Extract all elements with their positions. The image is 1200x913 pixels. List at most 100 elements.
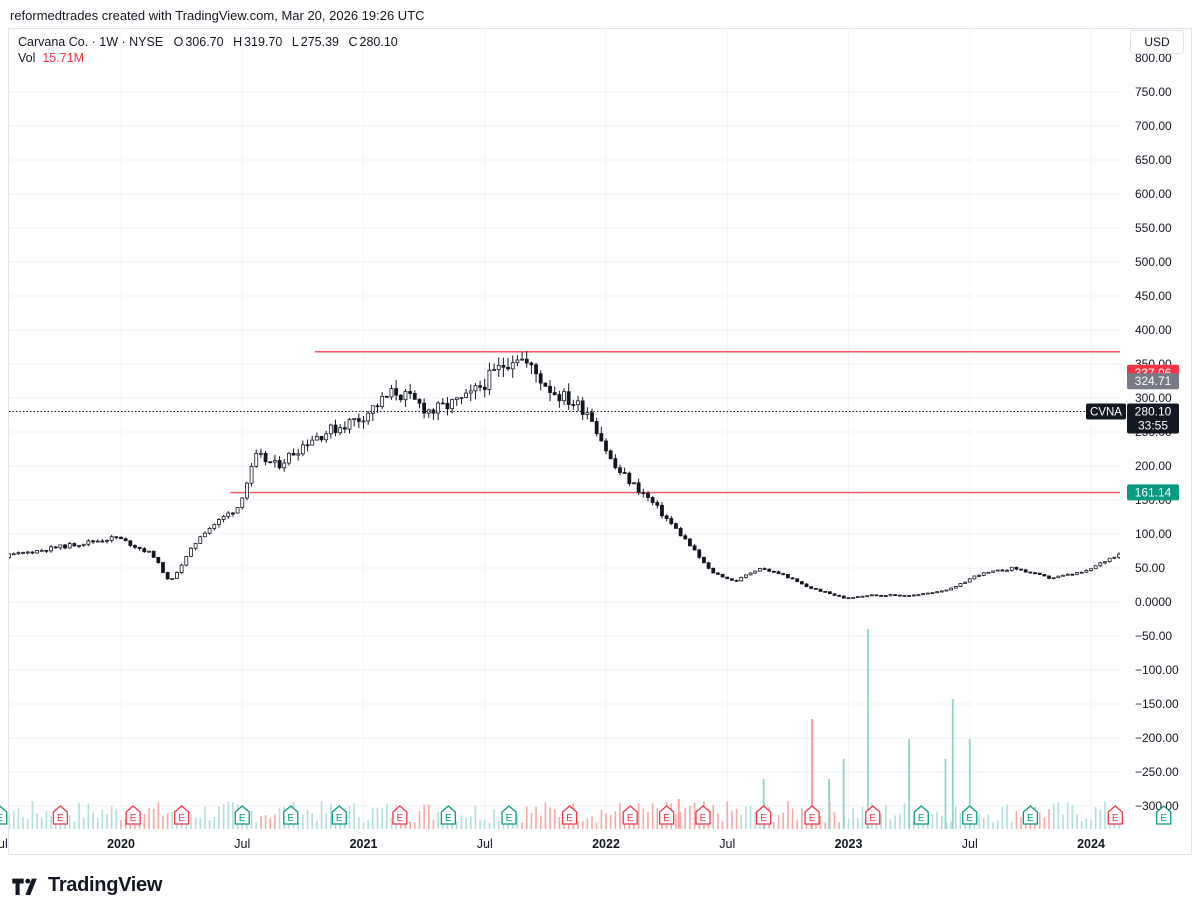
candle-down — [161, 562, 165, 573]
volume-bar — [143, 813, 146, 829]
candle-up — [520, 358, 524, 361]
candle-up — [473, 385, 478, 392]
candle-down — [1000, 569, 1005, 572]
volume-bar — [544, 802, 547, 829]
volume-bar — [455, 821, 458, 829]
candle-up — [1178, 526, 1181, 529]
volume-spike — [762, 779, 765, 829]
volume-bar — [1197, 814, 1199, 829]
candle-up — [944, 589, 949, 592]
earnings-marker — [501, 805, 517, 825]
candle-up — [468, 390, 473, 394]
volume-bar — [782, 812, 785, 829]
volume-bar — [693, 802, 696, 829]
volume-bar — [521, 822, 523, 829]
candle-down — [524, 358, 529, 364]
volume-bar — [987, 814, 990, 829]
candle-up — [212, 524, 217, 529]
candle-up — [300, 444, 305, 455]
volume-bar — [269, 818, 272, 829]
volume-bar — [530, 813, 533, 829]
volume-bar — [647, 812, 649, 829]
legend-high: 319.70 — [244, 35, 283, 49]
volume-bar — [232, 802, 234, 829]
candle-down — [342, 427, 347, 430]
volume-bar — [903, 803, 906, 829]
y-tick-label: 550.00 — [1135, 221, 1172, 235]
legend-symbol[interactable]: Carvana Co. · 1W · NYSE — [18, 35, 164, 49]
earnings-marker — [695, 805, 711, 825]
volume-bar — [549, 807, 551, 829]
volume-bar — [1038, 812, 1041, 829]
candle-up — [175, 572, 179, 579]
candle-down — [53, 546, 58, 549]
volume-bar — [353, 803, 355, 829]
volume-bar — [465, 817, 467, 829]
volume-bar — [208, 820, 211, 829]
candle-up — [454, 397, 459, 400]
candle-up — [585, 412, 590, 415]
volume-bar — [474, 805, 477, 829]
volume-bar — [171, 812, 174, 829]
candle-up — [1079, 571, 1084, 574]
candle-up — [1051, 577, 1056, 580]
candle-down — [688, 538, 692, 547]
volume-bar — [642, 808, 645, 829]
candle-up — [459, 397, 464, 399]
symbol-tag-text: CVNA — [1090, 407, 1122, 419]
volume-bar — [801, 808, 803, 829]
candle-up — [310, 439, 315, 446]
earnings-marker — [755, 805, 772, 825]
candle-up — [109, 536, 114, 541]
y-tick-label: 650.00 — [1135, 153, 1172, 167]
volume-bar — [726, 801, 729, 829]
volume-spike — [908, 739, 911, 829]
candle-down — [417, 398, 422, 404]
earnings-marker-label: E — [397, 813, 404, 824]
earnings-marker-label: E — [1112, 813, 1119, 824]
volume-bar — [1071, 805, 1074, 829]
currency-button[interactable]: USD — [1130, 30, 1184, 54]
candle-up — [282, 462, 287, 469]
candle-up — [464, 392, 468, 398]
candle-up — [888, 594, 893, 597]
volume-bar — [1128, 803, 1130, 829]
volume-bar — [36, 813, 38, 829]
volume-bar — [348, 805, 351, 829]
candle-up — [1107, 557, 1112, 563]
tradingview-brand[interactable]: TradingView — [12, 874, 162, 897]
candle-up — [198, 536, 203, 544]
volume-bar — [982, 818, 985, 829]
volume-spike — [828, 779, 830, 829]
earnings-marker — [1022, 805, 1039, 825]
candle-series — [9, 351, 1181, 600]
candle-up — [49, 546, 53, 552]
candle-down — [636, 482, 641, 493]
candle-up — [907, 595, 912, 597]
volume-bar — [684, 807, 687, 829]
candle-up — [436, 402, 441, 414]
earnings-marker — [392, 805, 408, 825]
earnings-marker — [962, 805, 978, 825]
x-tick-label: Jul — [0, 837, 8, 851]
volume-bar — [717, 813, 719, 829]
volume-bar — [138, 821, 141, 829]
volume-bar — [651, 803, 654, 829]
price-label-text: 161.14 — [1135, 485, 1172, 499]
volume-bar — [1066, 802, 1069, 829]
volume-bar — [996, 820, 999, 829]
volume-bar — [194, 817, 197, 829]
x-tick-label: 2020 — [107, 837, 135, 851]
candle-down — [734, 579, 739, 582]
volume-bar — [483, 819, 486, 829]
y-tick-label: 0.0000 — [1135, 595, 1172, 609]
tradingview-logo-icon — [12, 878, 37, 895]
candle-down — [277, 460, 282, 469]
candle-down — [813, 588, 818, 590]
volume-bar — [17, 808, 20, 829]
candle-up — [991, 570, 995, 573]
candle-down — [893, 594, 898, 596]
volume-bar — [250, 810, 253, 829]
volume-bar — [824, 822, 826, 829]
